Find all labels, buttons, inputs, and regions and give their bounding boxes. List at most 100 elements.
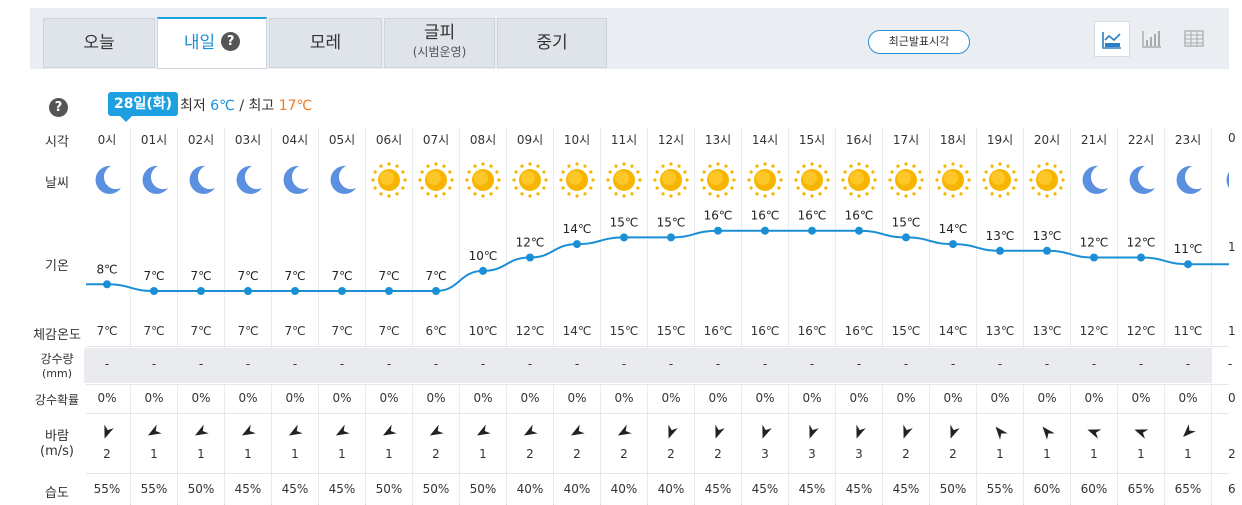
rain-cell-bg: [319, 348, 365, 383]
tab-3[interactable]: 글피 (시범운영): [384, 18, 495, 68]
temp-point: [996, 246, 1004, 255]
hour-label: 09시: [516, 133, 544, 147]
rain-amount-value: -: [151, 357, 157, 371]
rain-prob-value: 0%: [144, 391, 164, 405]
column-divider: [506, 128, 507, 505]
row-divider: [86, 384, 1229, 385]
rain-prob-value: 0%: [426, 391, 446, 405]
temp-label: 16℃: [704, 209, 733, 223]
rain-cell-bg: [84, 348, 130, 383]
wind-speed-value: 1: [244, 447, 252, 461]
tab-4[interactable]: 중기: [497, 18, 607, 68]
wind-speed-value: 3: [855, 447, 863, 461]
sun-icon: [463, 160, 503, 200]
rain-amount-value: -: [668, 357, 674, 371]
column-divider: [177, 128, 178, 505]
hour-label: 03시: [234, 133, 262, 147]
row-label-wind: 바람: [45, 429, 69, 444]
humidity-value: 60%: [1033, 482, 1061, 496]
sun-icon: [369, 160, 409, 200]
rain-amount-value: -: [950, 357, 956, 371]
wind-direction-icon: [475, 424, 491, 440]
wind-speed-value: 2: [949, 447, 957, 461]
humidity-value: 40%: [516, 482, 544, 496]
temp-label: 13℃: [1033, 229, 1062, 243]
moon-icon: [1121, 160, 1161, 200]
rain-cell-bg: [930, 348, 976, 383]
temp-point: [197, 287, 205, 295]
rain-cell-bg: [460, 348, 506, 383]
temp-series-line: [86, 229, 1229, 292]
temp-label: 7℃: [331, 269, 352, 283]
wind-direction-icon: [193, 424, 209, 440]
temp-point: [667, 233, 675, 242]
column-divider: [694, 128, 695, 505]
table-view-icon[interactable]: [1176, 21, 1212, 57]
help-icon[interactable]: ?: [221, 31, 241, 51]
temp-point: [150, 287, 158, 295]
bar-view-icon[interactable]: [1135, 21, 1171, 57]
tab-1[interactable]: 내일?: [157, 17, 267, 69]
rain-prob-value: 0%: [520, 391, 540, 405]
hour-label: 10시: [563, 133, 591, 147]
tab-label: 내일?: [158, 19, 266, 67]
recent-announce-button[interactable]: 최근발표시각: [868, 30, 970, 54]
tab-2[interactable]: 모레: [269, 18, 382, 68]
hour-label: 20시: [1033, 133, 1061, 147]
temp-point: [291, 287, 299, 295]
wind-speed-value: 1: [479, 447, 487, 461]
tab-0[interactable]: 오늘: [43, 18, 155, 68]
wind-speed-value: 1: [197, 447, 205, 461]
wind-speed-value: 1: [338, 447, 346, 461]
wind-direction-icon: [569, 424, 585, 440]
tab-label: 글피: [423, 23, 456, 43]
moon-icon: [1168, 160, 1208, 200]
temp-label: 16℃: [798, 209, 827, 223]
temp-point: [902, 233, 910, 242]
feels-like-value: 12℃: [1126, 324, 1156, 338]
wind-direction-icon: [1039, 424, 1055, 440]
row-label-rain-amount: 강수량: [40, 352, 74, 366]
row-label-feels: 체감온도: [33, 328, 81, 343]
humidity-value: 55%: [140, 482, 168, 496]
wind-direction-icon: [945, 424, 961, 440]
temp-label: 7℃: [425, 269, 446, 283]
column-divider: [1070, 128, 1071, 505]
rain-amount-value: -: [292, 357, 298, 371]
rain-prob-value: 0%: [1178, 391, 1198, 405]
sun-icon: [557, 160, 597, 200]
temp-label: 11℃: [1174, 242, 1203, 256]
rain-cell-bg: [1118, 348, 1164, 383]
chart-view-icon[interactable]: [1094, 21, 1130, 57]
help-icon[interactable]: ?: [49, 97, 68, 117]
hour-label: 07시: [422, 133, 450, 147]
rain-prob-value: 0%: [473, 391, 493, 405]
rain-amount-value: -: [997, 357, 1003, 371]
humidity-value: 50%: [469, 482, 497, 496]
humidity-value: 65%: [1174, 482, 1202, 496]
sun-icon: [745, 160, 785, 200]
rain-amount-value: -: [198, 357, 204, 371]
rain-prob-value: 0%: [1084, 391, 1104, 405]
temp-point: [808, 226, 816, 235]
hour-label: 0시: [97, 133, 117, 147]
wind-direction-icon: [757, 424, 773, 440]
temp-point: [244, 287, 252, 295]
hour-label-next: 0: [1228, 131, 1236, 145]
column-divider: [835, 128, 836, 505]
column-divider: [741, 128, 742, 505]
rain-prob-value: 0%: [1037, 391, 1057, 405]
rain-amount-value: -: [245, 357, 251, 371]
column-divider: [882, 128, 883, 505]
rain-cell-bg: [648, 348, 694, 383]
feels-like-value: 7℃: [96, 324, 118, 338]
wind-speed-value: 2: [432, 447, 440, 461]
rain-amount-value: -: [433, 357, 439, 371]
humidity-value: 50%: [375, 482, 403, 496]
column-divider: [600, 128, 601, 505]
rain-amount-value: -: [339, 357, 345, 371]
sun-icon: [651, 160, 691, 200]
moon-icon: [228, 160, 268, 200]
rain-cell-bg: [1024, 348, 1070, 383]
humidity-value: 40%: [563, 482, 591, 496]
